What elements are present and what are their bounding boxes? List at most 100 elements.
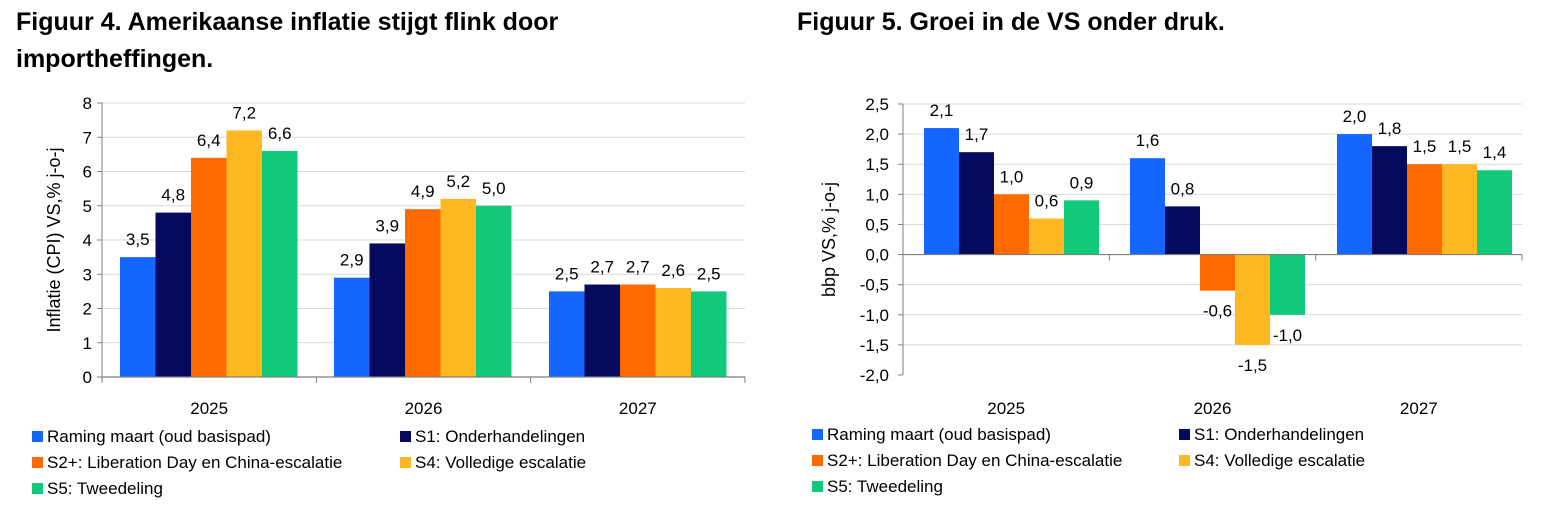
legend-swatch <box>812 455 823 466</box>
data-label: 0,9 <box>1070 173 1094 192</box>
y-tick-label: 8 <box>83 94 92 113</box>
y-tick-label: -1,5 <box>860 336 889 355</box>
x-category-label: 2026 <box>405 399 443 418</box>
legend-label: S5: Tweedeling <box>47 479 163 498</box>
legend-swatch <box>32 457 43 468</box>
legend-swatch <box>400 431 411 442</box>
data-label: 2,0 <box>1343 107 1367 126</box>
chart-2: -2,0 -1,5 -1,0 -0,5 0,0 0,5 1,0 1,5 2,0 2,5 bbp VS… <box>812 95 1523 496</box>
data-label: 6,6 <box>268 124 292 143</box>
data-label: 0,8 <box>1171 179 1195 198</box>
legend: Raming maart (oud basispad) S1: Onderhand… <box>32 427 586 498</box>
legend-swatch <box>1179 455 1190 466</box>
legend-swatch <box>1179 429 1190 440</box>
bar-2026-s1 <box>334 277 370 377</box>
y-tick-label: 1 <box>83 334 92 353</box>
data-label: 5,2 <box>446 172 470 191</box>
y-tick-label: 2 <box>83 300 92 319</box>
legend-swatch <box>812 429 823 440</box>
y-tick-label: 2,0 <box>865 125 889 144</box>
legend-label: S4: Volledige escalatie <box>415 453 586 472</box>
data-label: 5,0 <box>482 179 506 198</box>
data-label: 2,5 <box>555 264 579 283</box>
y-axis-title: Inflatie (CPI) VS,% j-o-j <box>44 147 64 332</box>
bar-2025-s3 <box>191 157 227 377</box>
data-label: 3,5 <box>126 230 150 249</box>
bar-2025-s4 <box>1029 218 1064 255</box>
bar-2026-s5 <box>1270 254 1305 315</box>
bar-2027-s5 <box>691 291 727 377</box>
legend: Raming maart (oud basispad) S1: Onderhand… <box>812 425 1365 496</box>
data-label: 1,8 <box>1378 119 1402 138</box>
x-category-label: 2026 <box>1194 399 1232 418</box>
bar-2027-s4 <box>1442 164 1477 255</box>
bar-2025-s2 <box>959 152 994 255</box>
legend-label: S2+: Liberation Day en China-escalatie <box>827 451 1122 470</box>
x-category-label: 2025 <box>190 399 228 418</box>
bar-2027-s3 <box>1407 164 1442 255</box>
y-axis-title: bbp VS,% j-o-j <box>819 182 839 297</box>
bar-2026-s5 <box>476 205 512 377</box>
chart-1: 0 1 2 3 4 5 6 7 8 Inflatie (CPI) VS,% j-o-j 3,5 4,8… <box>32 94 746 498</box>
y-tick-label: 3 <box>83 265 92 284</box>
data-label: 2,6 <box>661 261 685 280</box>
figure-5-title: Figuur 5. Groei in de VS onder druk. <box>797 8 1225 36</box>
data-label: 1,5 <box>1413 137 1437 156</box>
data-label: 6,4 <box>197 131 221 150</box>
bar-2025-s1 <box>924 128 959 255</box>
data-label: 2,7 <box>626 258 650 277</box>
bar-2025-s2 <box>155 212 191 377</box>
data-label: 2,7 <box>590 258 614 277</box>
bar-2027-s2 <box>1372 146 1407 255</box>
legend-swatch <box>400 457 411 468</box>
y-tick-label: 7 <box>83 128 92 147</box>
y-tick-label: 4 <box>83 231 92 250</box>
legend-swatch <box>32 431 43 442</box>
data-label: 1,7 <box>965 125 989 144</box>
y-tick-label: 5 <box>83 197 92 216</box>
y-tick-label: 1,5 <box>865 155 889 174</box>
bar-2025-s5 <box>262 150 298 377</box>
y-tick-label: 0,0 <box>865 246 889 265</box>
data-label: 1,5 <box>1448 137 1472 156</box>
bar-2026-s4 <box>1235 254 1270 345</box>
data-label: 1,6 <box>1136 131 1160 150</box>
y-tick-label: 6 <box>83 163 92 182</box>
y-tick-label: 0,5 <box>865 215 889 234</box>
data-label: 2,5 <box>697 264 721 283</box>
bar-2026-s1 <box>1130 158 1165 255</box>
y-tick-label: -2,0 <box>860 366 889 385</box>
bar-2025-s3 <box>994 194 1029 255</box>
bar-2027-s3 <box>620 284 656 377</box>
data-label: 7,2 <box>232 103 256 122</box>
figure-4-title: Figuur 4. Amerikaanse inflatie stijgt fl… <box>16 8 559 73</box>
bar-2025-s5 <box>1064 200 1099 255</box>
y-tick-label: -1,0 <box>860 306 889 325</box>
bar-2026-s2 <box>369 243 405 377</box>
bar-2026-s4 <box>440 198 476 377</box>
legend-label: S4: Volledige escalatie <box>1194 451 1365 470</box>
data-label: 1,4 <box>1483 143 1507 162</box>
data-label: 2,1 <box>930 101 954 120</box>
y-tick-label: 2,5 <box>865 95 889 114</box>
y-tick-label: -0,5 <box>860 276 889 295</box>
bar-2027-s1 <box>1337 134 1372 255</box>
bar-2025-s4 <box>226 130 262 377</box>
legend-label: S1: Onderhandelingen <box>1194 425 1364 444</box>
bar-2027-s2 <box>584 284 620 377</box>
data-label: 0,6 <box>1035 191 1059 210</box>
legend-label: S5: Tweedeling <box>827 477 943 496</box>
legend-label: S2+: Liberation Day en China-escalatie <box>47 453 342 472</box>
legend-swatch <box>812 481 823 492</box>
bar-2026-s3 <box>405 209 441 377</box>
x-category-label: 2025 <box>987 399 1025 418</box>
x-category-label: 2027 <box>1400 399 1438 418</box>
bar-2026-s3 <box>1200 254 1235 291</box>
x-category-label: 2027 <box>619 399 657 418</box>
bar-2026-s2 <box>1165 206 1200 255</box>
data-label: 3,9 <box>375 216 399 235</box>
data-label: 4,9 <box>411 182 435 201</box>
data-label: 1,0 <box>1000 167 1024 186</box>
legend-label: Raming maart (oud basispad) <box>827 425 1051 444</box>
legend-label: Raming maart (oud basispad) <box>47 427 271 446</box>
